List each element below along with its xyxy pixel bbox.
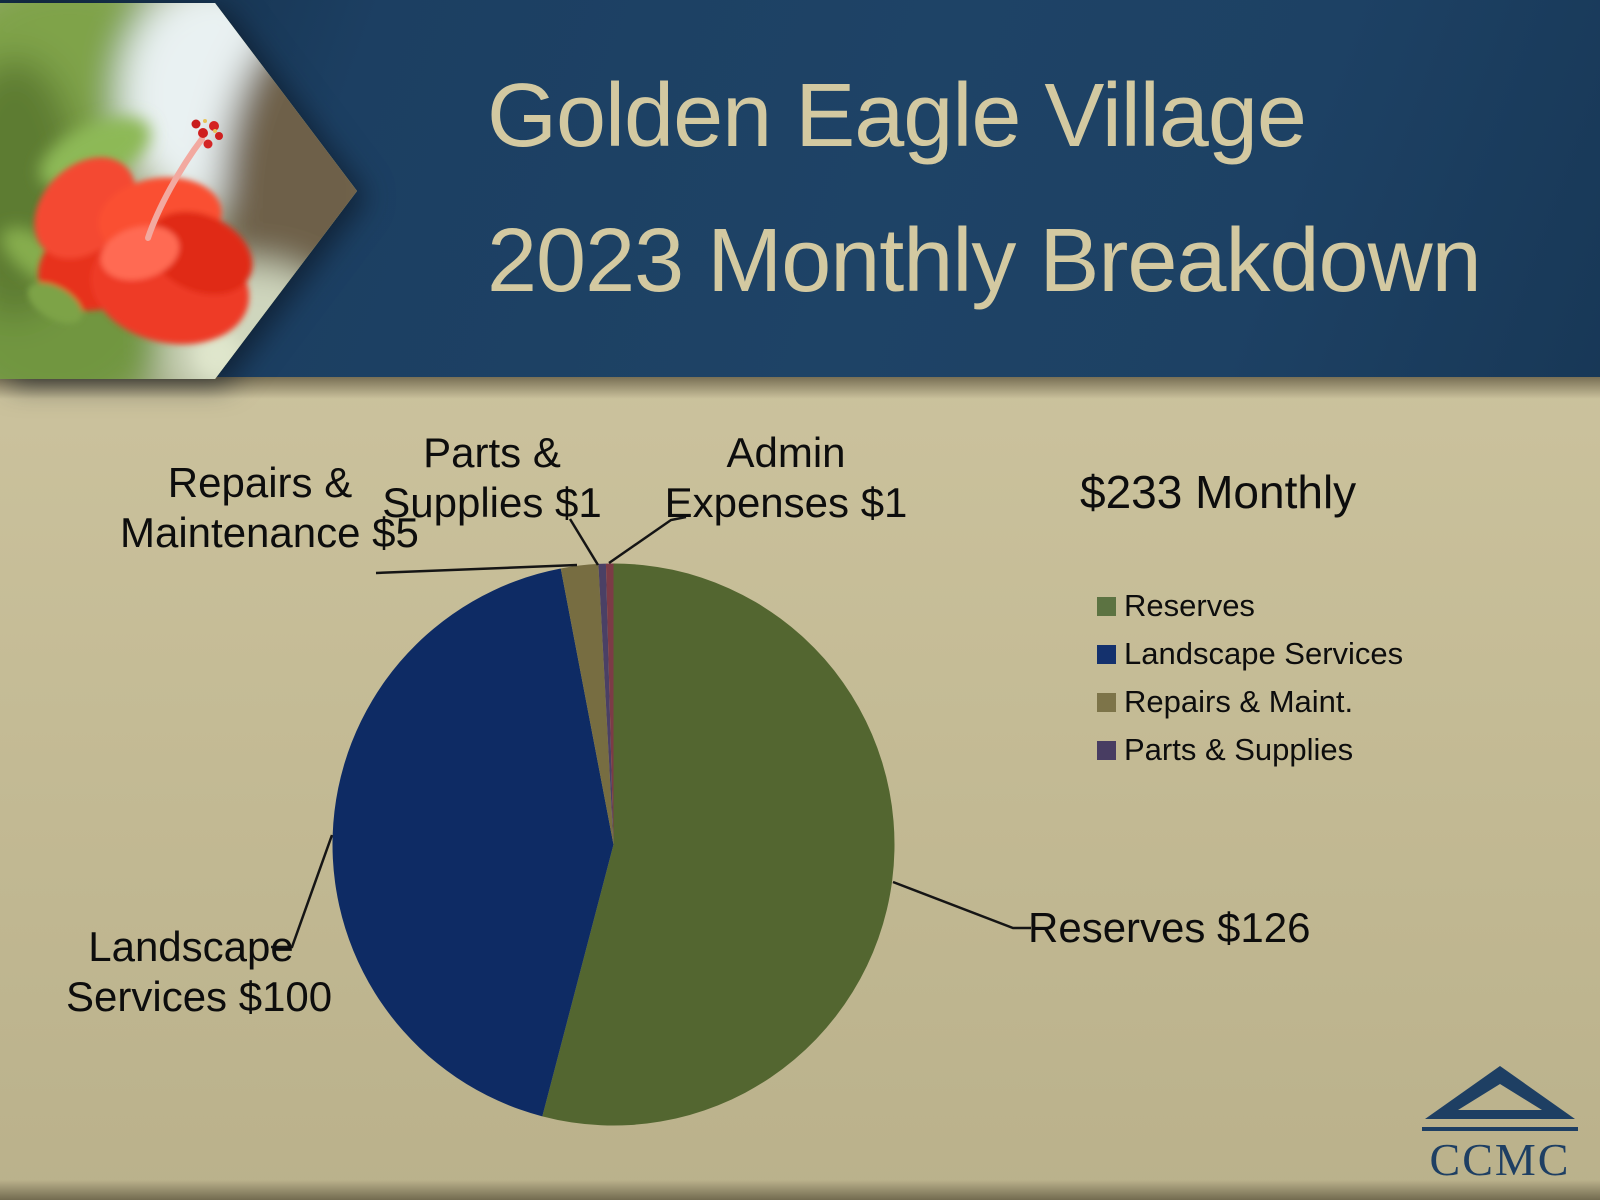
legend-swatch bbox=[1097, 596, 1116, 616]
slide-title: Golden Eagle Village 2023 Monthly Breakd… bbox=[487, 44, 1482, 334]
chart-total-label: $233 Monthly bbox=[1080, 466, 1357, 518]
title-line-1: Golden Eagle Village bbox=[487, 66, 1307, 166]
legend-item: Parts & Supplies bbox=[1097, 726, 1403, 774]
hibiscus-photo-wrap bbox=[0, 3, 360, 379]
legend-swatch bbox=[1097, 644, 1116, 664]
hibiscus-photo bbox=[0, 3, 357, 379]
callout-reserves: Reserves $126 bbox=[1028, 903, 1311, 953]
legend-label: Parts & Supplies bbox=[1124, 732, 1354, 767]
leader-line-parts bbox=[568, 518, 600, 566]
bottom-shadow bbox=[0, 1180, 1600, 1200]
callout-landscape-line1: Landscape bbox=[88, 923, 294, 970]
title-banner-shadow bbox=[0, 377, 1600, 399]
callout-reserves-text: Reserves $126 bbox=[1028, 904, 1311, 951]
legend-swatch bbox=[1097, 692, 1116, 712]
callout-admin-line2: Expenses $1 bbox=[664, 479, 908, 526]
leader-line-reserves bbox=[892, 880, 1031, 930]
legend-label: Repairs & Maint. bbox=[1124, 684, 1354, 719]
pie-slice-repairs bbox=[560, 563, 614, 845]
chart-legend: Reserves Landscape Services Repairs & Main… bbox=[1097, 582, 1403, 774]
callout-parts-line2: Supplies $1 bbox=[382, 479, 602, 526]
legend-label: Reserves bbox=[1124, 588, 1255, 623]
ccmc-logo-text: CCMC bbox=[1430, 1134, 1571, 1185]
leader-line-repairs bbox=[375, 563, 578, 575]
hibiscus-illustration bbox=[0, 3, 357, 379]
leader-line-landscape bbox=[271, 834, 334, 949]
legend-swatch bbox=[1097, 740, 1116, 760]
pie-slice-parts bbox=[598, 563, 614, 845]
callout-admin-expenses: Admin Expenses $1 bbox=[651, 428, 921, 528]
legend-item: Repairs & Maint. bbox=[1097, 678, 1403, 726]
ccmc-logo: CCMC bbox=[1413, 1058, 1587, 1193]
pie-slice-admin bbox=[605, 563, 614, 845]
callout-repairs-line2: Maintenance $5 bbox=[120, 509, 419, 556]
leader-lines bbox=[271, 515, 1031, 949]
title-line-2: 2023 Monthly Breakdown bbox=[487, 211, 1482, 311]
leader-line-admin bbox=[608, 515, 687, 565]
callout-repairs-maintenance: Repairs & Maintenance $5 bbox=[120, 458, 419, 558]
pie-slice-reserves bbox=[542, 563, 895, 1126]
callout-parts-supplies: Parts & Supplies $1 bbox=[377, 428, 607, 528]
legend-item: Landscape Services bbox=[1097, 630, 1403, 678]
callout-parts-line1: Parts & bbox=[423, 429, 561, 476]
callout-landscape-line2: Services $100 bbox=[66, 973, 333, 1020]
callout-admin-line1: Admin bbox=[726, 429, 846, 476]
callout-repairs-line1: Repairs & bbox=[167, 459, 353, 506]
pie-slices bbox=[332, 563, 895, 1126]
pie-slice-landscape bbox=[332, 568, 614, 1117]
legend-label: Landscape Services bbox=[1124, 636, 1404, 671]
ccmc-logo-graphic: CCMC bbox=[1422, 1066, 1578, 1185]
callout-landscape-services: Landscape Services $100 bbox=[66, 922, 333, 1022]
legend-item: Reserves bbox=[1097, 582, 1403, 630]
